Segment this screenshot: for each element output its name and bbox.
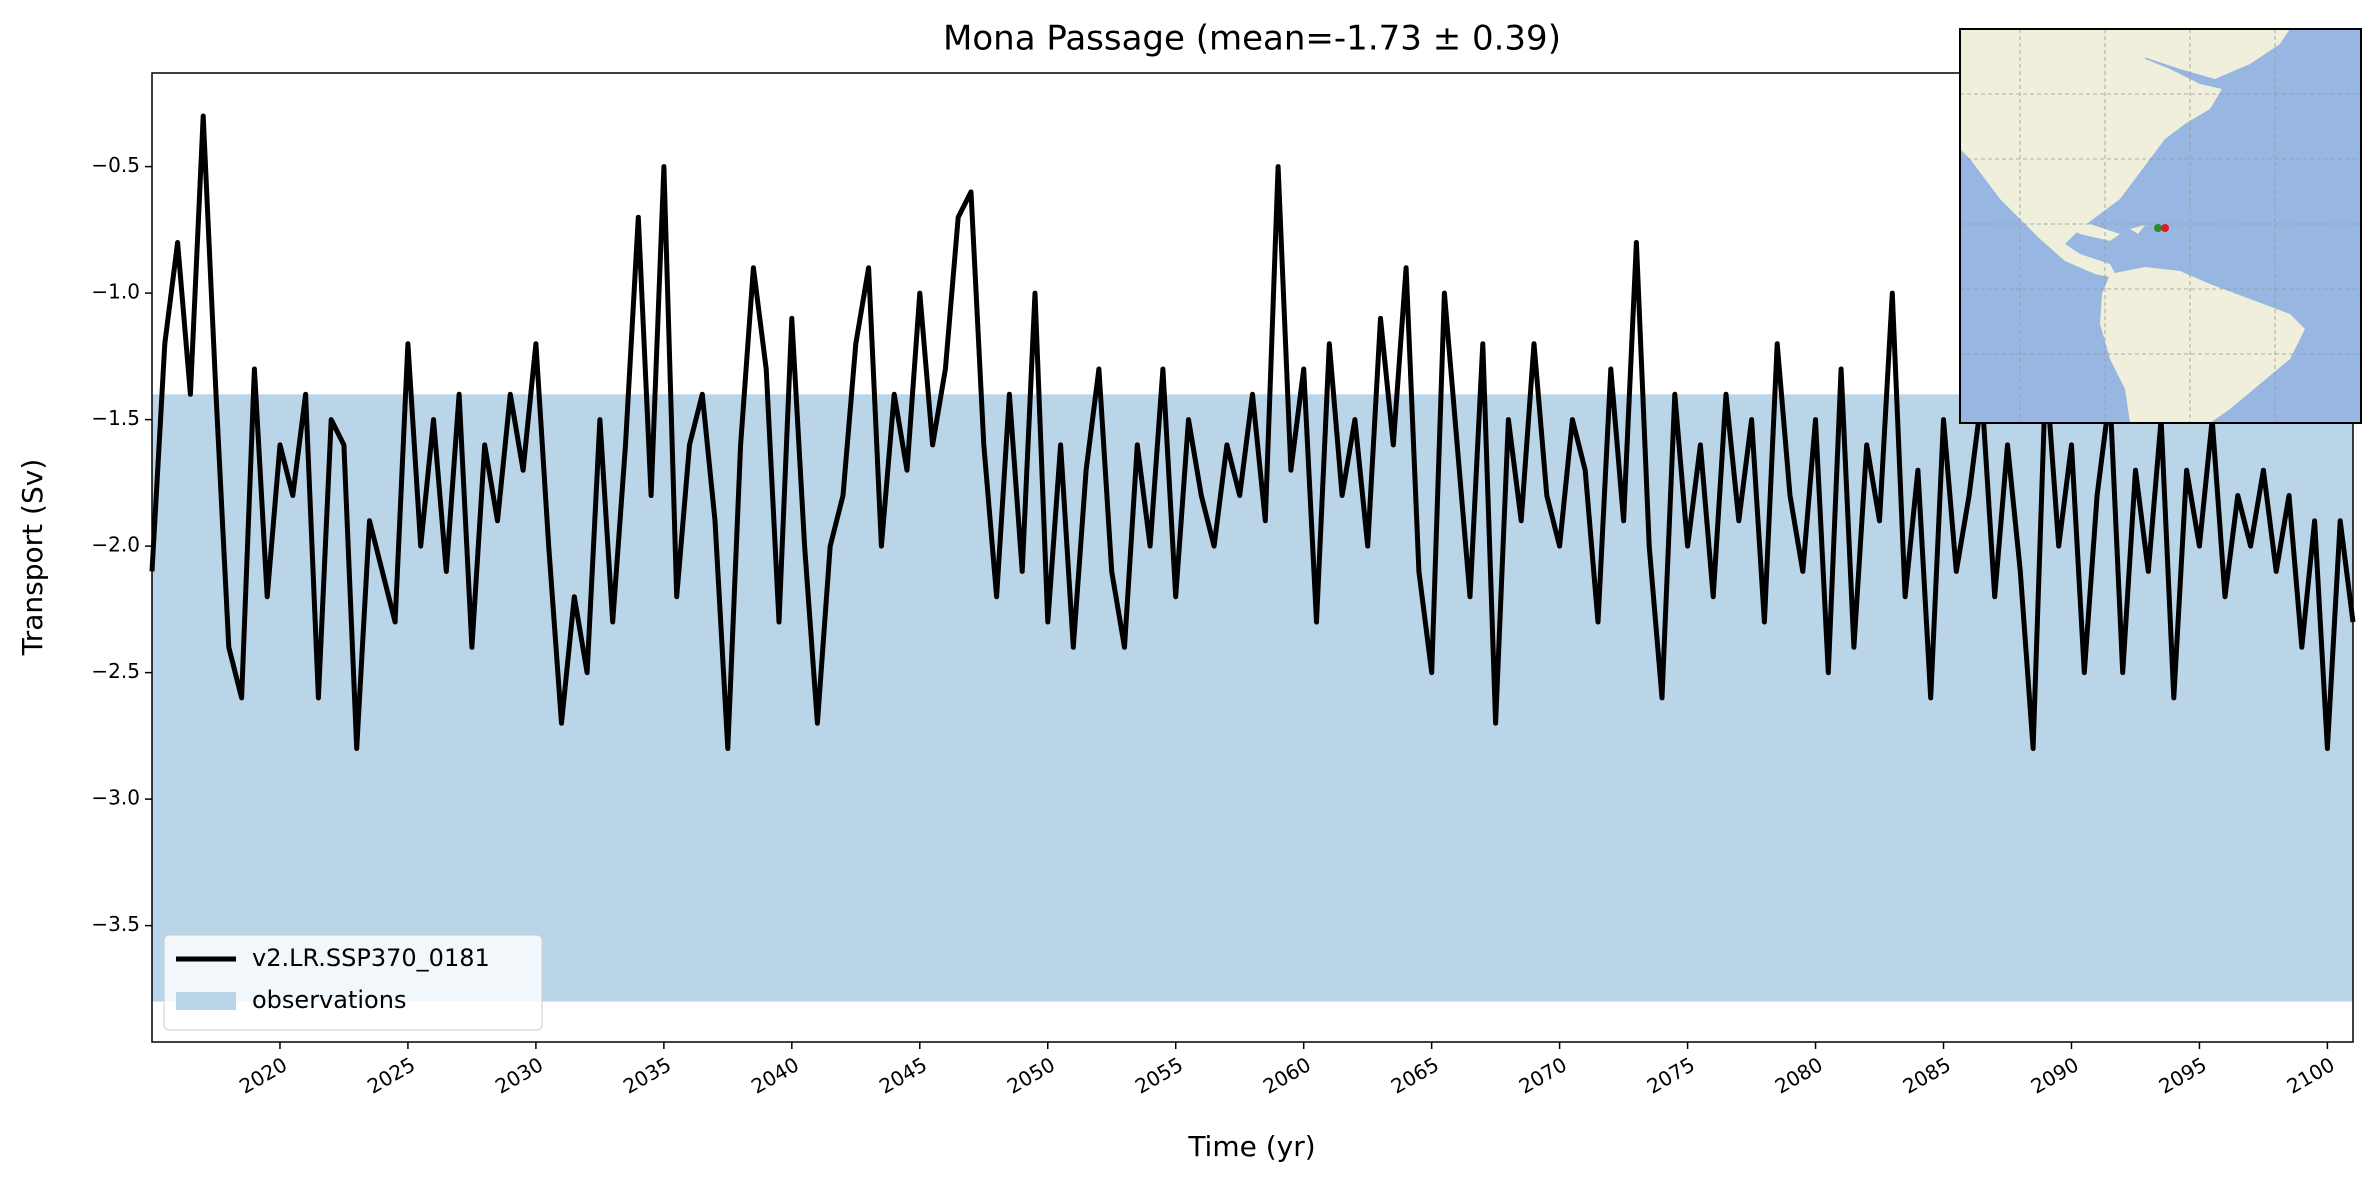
legend-label: observations — [252, 986, 406, 1014]
y-tick-label: −2.5 — [91, 659, 140, 683]
y-tick-label: −3.5 — [91, 912, 140, 936]
map-land — [1960, 29, 2222, 279]
legend-box — [163, 934, 543, 1031]
x-tick-label: 2025 — [363, 1052, 419, 1098]
y-tick-label: −1.0 — [91, 280, 140, 304]
x-axis-label: Time (yr) — [1187, 1130, 1315, 1163]
legend-label: v2.LR.SSP370_0181 — [252, 944, 490, 972]
x-tick-label: 2065 — [1387, 1052, 1443, 1098]
plot-frame — [151, 72, 2354, 1043]
chart-title: Mona Passage (mean=-1.73 ± 0.39) — [943, 19, 1561, 59]
x-tick-label: 2090 — [2027, 1052, 2083, 1098]
x-tick-label: 2045 — [875, 1052, 931, 1098]
y-tick-label: −2.0 — [91, 533, 140, 557]
x-tick-label: 2060 — [1259, 1052, 1315, 1098]
x-tick-label: 2075 — [1643, 1052, 1699, 1098]
map-point — [2154, 224, 2162, 232]
map-frame — [1959, 28, 2362, 424]
x-tick-label: 2100 — [2283, 1052, 2339, 1098]
x-tick-label: 2020 — [235, 1052, 291, 1098]
x-tick-label: 2035 — [619, 1052, 675, 1098]
x-tick-label: 2055 — [1131, 1052, 1187, 1098]
legend-patch — [176, 992, 236, 1010]
x-tick-label: 2050 — [1003, 1052, 1059, 1098]
y-axis-label: Transport (Sv) — [16, 459, 49, 656]
x-tick-label: 2070 — [1515, 1052, 1571, 1098]
y-tick-label: −1.5 — [91, 406, 140, 430]
x-tick-label: 2080 — [1771, 1052, 1827, 1098]
x-tick-label: 2040 — [747, 1052, 803, 1098]
y-tick-label: −0.5 — [91, 153, 140, 177]
inset-map — [1959, 28, 2362, 424]
y-tick-label: −3.0 — [91, 786, 140, 810]
map-point — [2161, 224, 2169, 232]
x-tick-label: 2085 — [1899, 1052, 1955, 1098]
map-land — [2100, 267, 2305, 423]
line-series — [149, 113, 2356, 751]
x-tick-label: 2030 — [491, 1052, 547, 1098]
map-land — [2050, 29, 2290, 79]
map-land — [2055, 219, 2145, 241]
x-tick-label: 2095 — [2155, 1052, 2211, 1098]
